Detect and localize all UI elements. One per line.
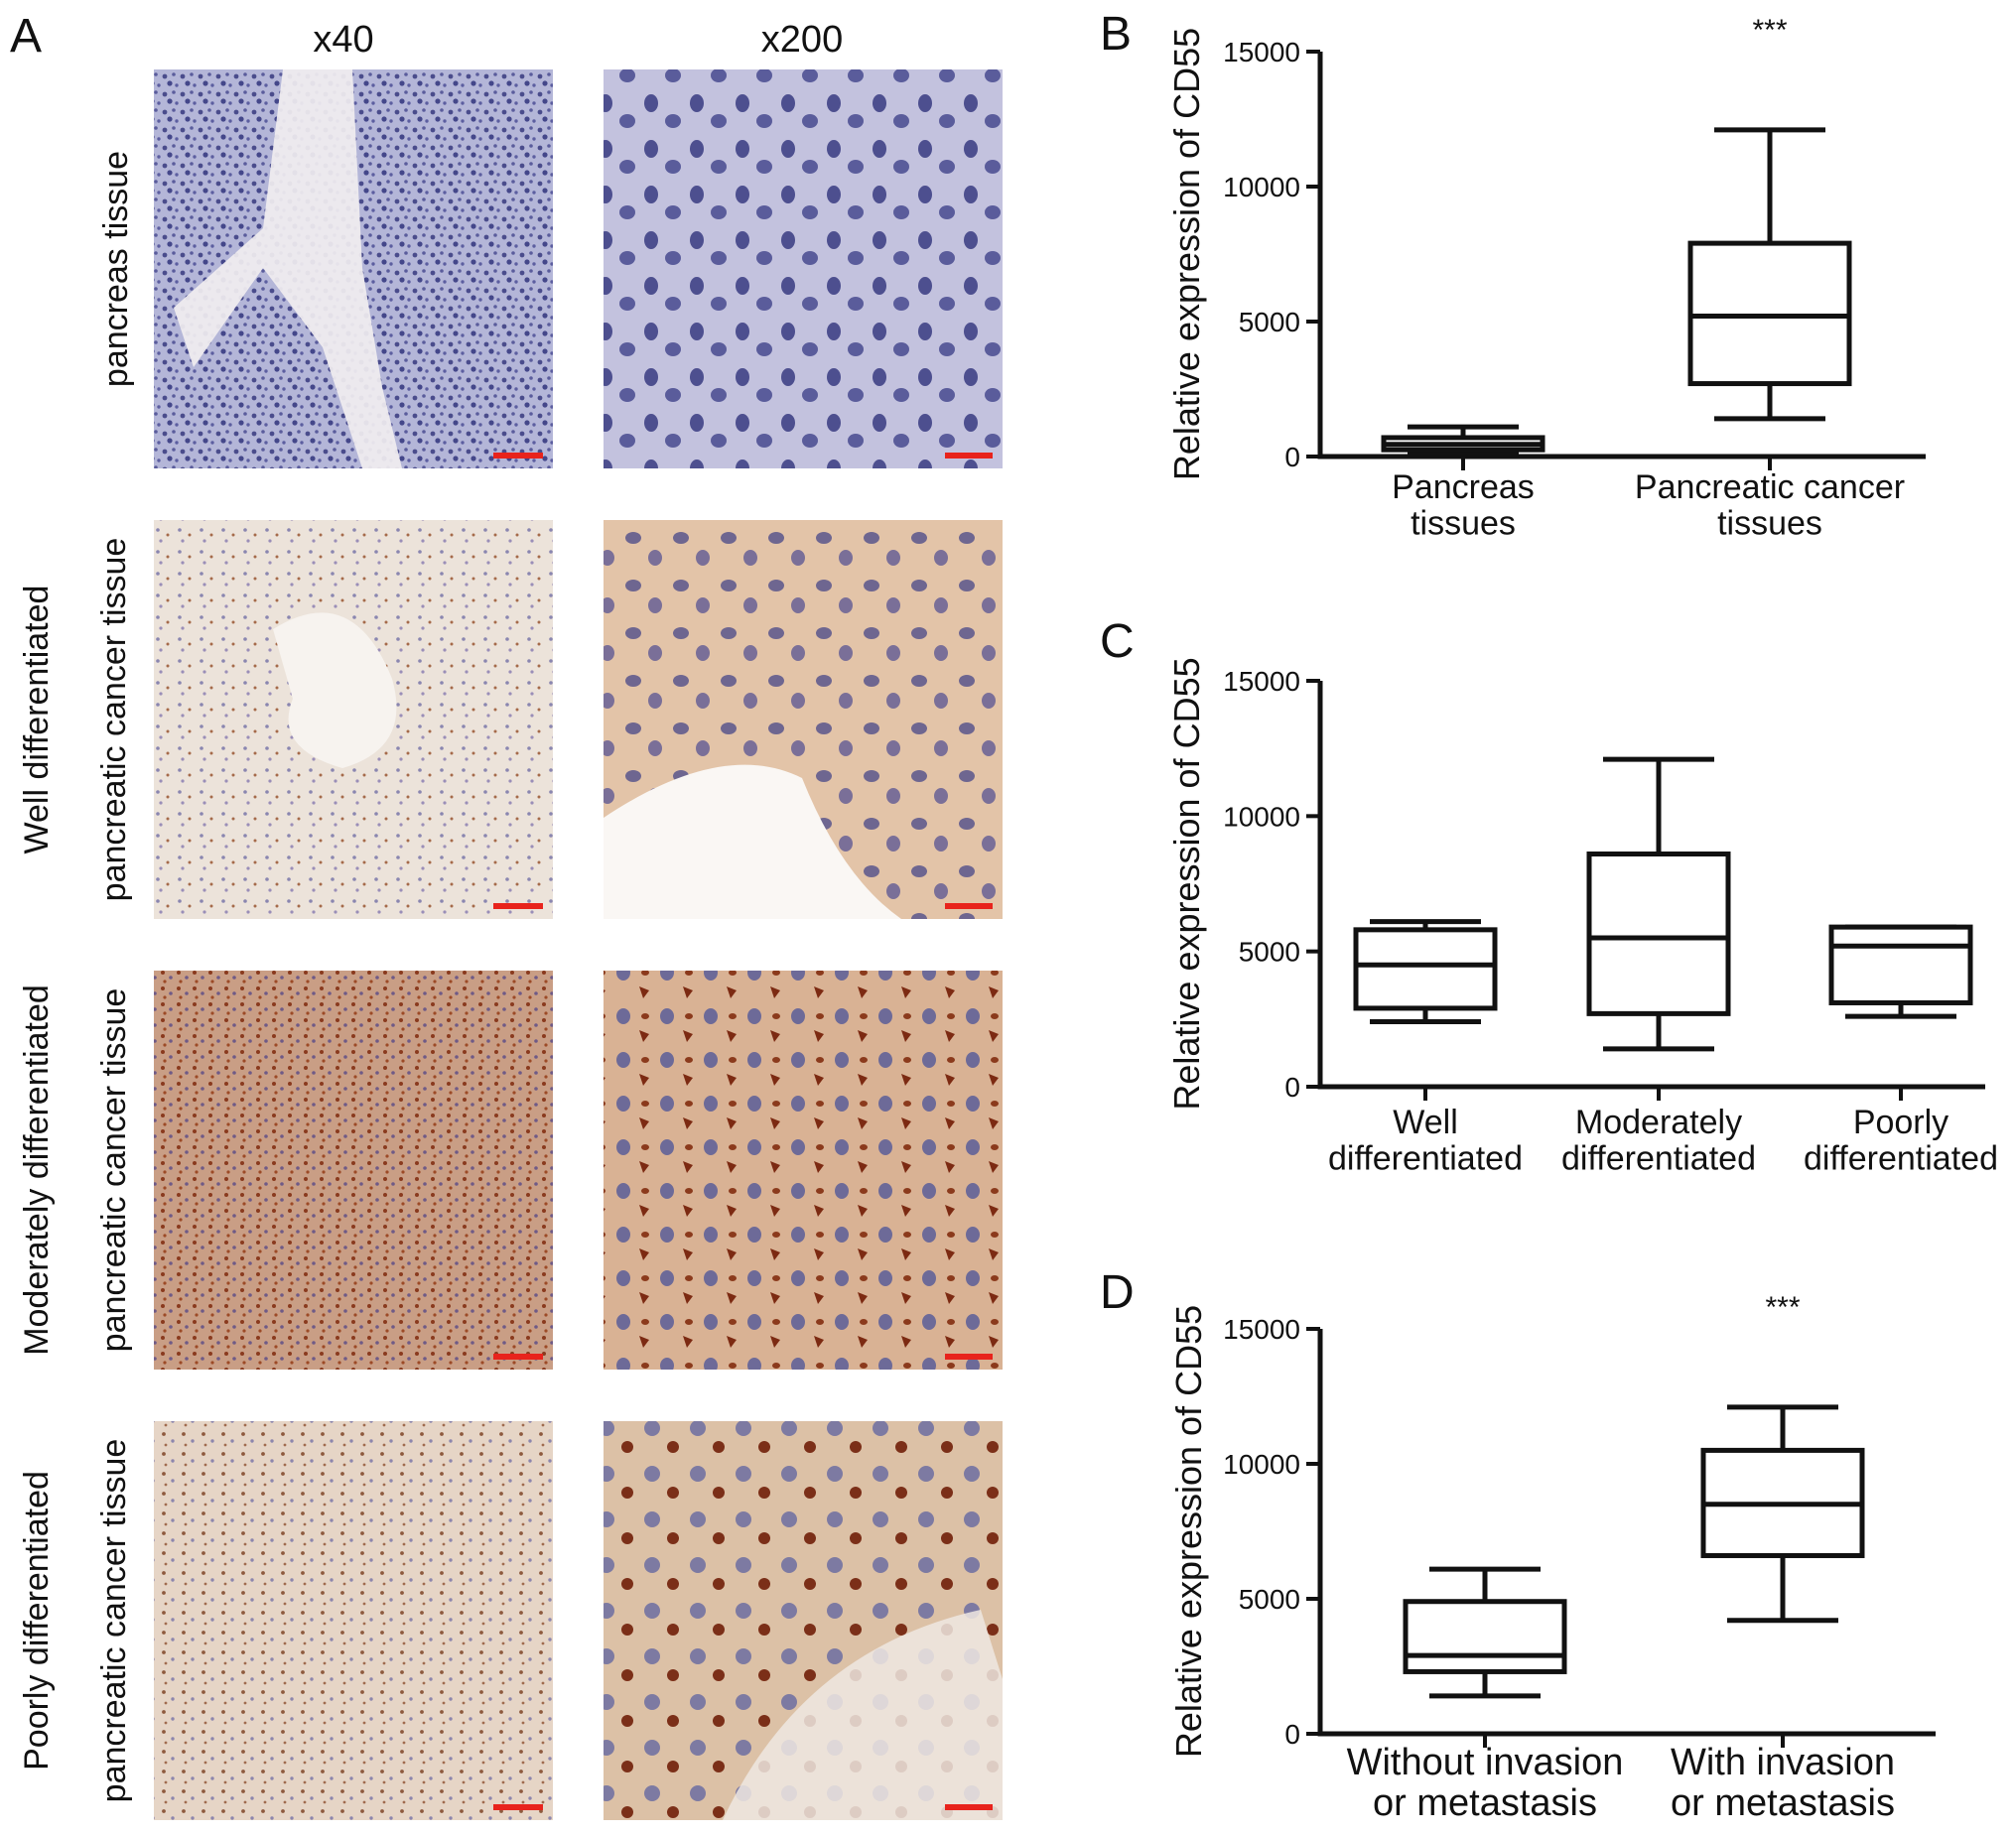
scale-bar (945, 453, 993, 459)
scale-bar (493, 453, 543, 459)
y-tick-label: 5000 (1239, 1584, 1300, 1615)
scale-bar (945, 1354, 993, 1360)
micrograph-image (154, 1421, 553, 1820)
panel-letter: D (1100, 1266, 1135, 1319)
category-label: Poorly (1853, 1104, 1949, 1141)
panel-a-letter: A (10, 10, 42, 63)
y-axis-label: Relative expression of CD55 (1166, 657, 1207, 1110)
interquartile-box (1687, 240, 1852, 387)
scale-bar (493, 1804, 543, 1810)
interquartile-box (1828, 924, 1973, 1005)
scale-bar (945, 903, 993, 909)
y-tick-label: 10000 (1223, 1449, 1300, 1480)
category-label: With invasion (1671, 1742, 1895, 1783)
y-tick-label: 0 (1284, 442, 1300, 472)
y-tick-label: 10000 (1223, 801, 1300, 832)
category-label: differentiated (1328, 1140, 1523, 1178)
micrograph-image (604, 69, 1003, 468)
row-label: pancreatic cancer tissue (95, 538, 133, 902)
box-plot-box (1353, 919, 1498, 1025)
scale-bar (493, 1354, 543, 1360)
y-tick-label: 10000 (1223, 172, 1300, 202)
tissue-lumen (604, 764, 901, 919)
row-label: pancreatic cancer tissue (95, 988, 133, 1353)
interquartile-box (1353, 927, 1498, 1011)
stroma-region (723, 1610, 1003, 1820)
box-plot-box (1403, 1566, 1567, 1699)
tissue-lumen (273, 612, 397, 768)
category-label: tissues (1411, 505, 1516, 543)
row-label: Poorly differentiated (18, 1471, 56, 1770)
scale-bar (493, 903, 543, 909)
panel-letter: B (1100, 8, 1132, 61)
category-label: Well (1393, 1104, 1458, 1141)
row-label: pancreas tissue (97, 151, 135, 387)
tissue-lumen (174, 69, 402, 468)
scale-bar (945, 1804, 993, 1810)
y-tick-label: 15000 (1223, 37, 1300, 67)
chart-d: D 0 5000 10000 15000 Relative expression of C… (1100, 1266, 1936, 1824)
row-label: Moderately differentiated (18, 984, 56, 1356)
y-tick-label: 0 (1284, 1719, 1300, 1750)
category-label: tissues (1717, 505, 1822, 543)
row-label: Well differentiated (18, 586, 56, 854)
magnification-label: x40 (313, 19, 373, 61)
category-label: or metastasis (1373, 1782, 1597, 1824)
interquartile-box (1403, 1599, 1567, 1674)
category-label: differentiated (1804, 1140, 1998, 1178)
category-label: Pancreatic cancer (1635, 468, 1905, 506)
box-plot-box (1700, 1404, 1865, 1624)
box-plot-box (1687, 127, 1852, 422)
y-axis-label: Relative expression of CD55 (1168, 1305, 1209, 1758)
significance-marker: *** (1752, 14, 1787, 47)
box-plot-box (1381, 424, 1546, 457)
micrograph-image (154, 971, 553, 1370)
panel-letter: C (1100, 615, 1135, 668)
chart-b: B 0 5000 10000 15000 Relative expression of C… (1100, 8, 1926, 543)
micrograph-image (604, 971, 1003, 1370)
y-tick-label: 5000 (1239, 937, 1300, 968)
y-tick-label: 15000 (1223, 1314, 1300, 1345)
box-plot-box (1828, 924, 1973, 1019)
y-axis-label: Relative expression of CD55 (1166, 28, 1207, 480)
category-label: Moderately (1575, 1104, 1742, 1141)
box-plot-box (1586, 756, 1731, 1052)
category-label: Without invasion (1347, 1742, 1624, 1783)
y-tick-label: 5000 (1239, 307, 1300, 337)
chart-c: C 0 5000 10000 15000 Relative expression of C… (1100, 615, 1998, 1178)
y-tick-label: 15000 (1223, 666, 1300, 697)
category-label: Pancreas (1392, 468, 1535, 506)
row-label: pancreatic cancer tissue (95, 1439, 133, 1803)
y-tick-label: 0 (1284, 1072, 1300, 1103)
magnification-label: x200 (761, 19, 843, 61)
category-label: or metastasis (1671, 1782, 1895, 1824)
significance-marker: *** (1765, 1291, 1800, 1324)
interquartile-box (1586, 852, 1731, 1016)
category-label: differentiated (1561, 1140, 1756, 1178)
